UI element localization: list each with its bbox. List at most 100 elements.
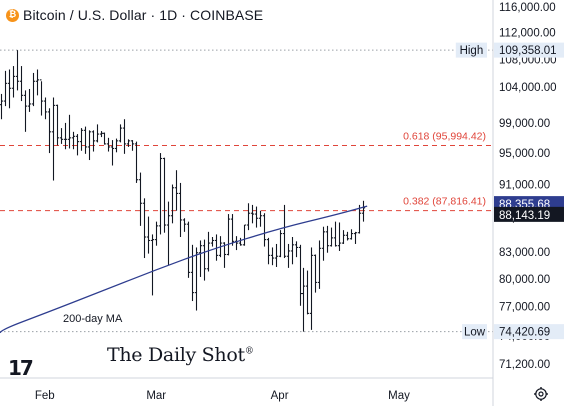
x-tick-label: May (388, 390, 410, 402)
ohlc-bar (333, 221, 338, 247)
ohlc-bar (59, 128, 64, 144)
ohlc-bar (55, 104, 60, 146)
ohlc-bar (270, 247, 275, 266)
ohlc-bar (27, 88, 32, 112)
y-tick-label: 91,000.00 (499, 180, 550, 192)
registered-mark: ® (244, 346, 254, 357)
ma-label: 200-day MA (63, 313, 123, 325)
ohlc-bar (31, 72, 36, 107)
reference-lines (0, 49, 493, 333)
ohlc-bar (87, 130, 92, 161)
ohlc-bar (254, 206, 259, 228)
ohlc-bar (305, 270, 310, 315)
ohlc-bar (317, 240, 322, 289)
y-tick-label: 108,000.00 (499, 54, 557, 66)
y-tick-label: 95,000.00 (499, 148, 550, 160)
y-tick-label: 99,000.00 (499, 118, 550, 130)
tradingview-logo-icon[interactable]: 17 (8, 356, 34, 380)
ohlc-bar (162, 157, 167, 233)
time-axis[interactable]: Feb Mar Apr May (35, 390, 410, 402)
ohlc-bar (282, 204, 287, 259)
daily-shot-watermark: The Daily Shot® (107, 344, 254, 366)
ohlc-bar (134, 141, 139, 183)
ohlc-bar (178, 182, 183, 238)
ohlc-bar (3, 70, 8, 107)
ohlc-bar (361, 200, 366, 222)
gear-icon[interactable] (533, 386, 549, 402)
fib-label: 0.618 (95,994.42) (403, 130, 486, 142)
y-tick-label: 71,200.00 (499, 359, 550, 371)
range-label-bg (462, 324, 487, 340)
range-value: 109,358.01 (499, 45, 557, 57)
ohlc-bar (146, 216, 151, 254)
ohlc-bar (294, 241, 299, 258)
ma-line (0, 205, 368, 334)
ohlc-bar (102, 132, 107, 145)
ohlc-bar (7, 69, 12, 109)
ohlc-bar (39, 79, 44, 116)
ohlc-bar (210, 237, 215, 247)
ohlc-bar (329, 227, 334, 247)
ohlc-bar (19, 66, 24, 102)
range-value-bg (494, 324, 564, 340)
ohlc-bar (67, 114, 72, 149)
chart-title: Bitcoin / U.S. Dollar · 1D · COINBASE (23, 7, 264, 23)
ohlc-bar (357, 204, 362, 234)
bitcoin-icon: ₿ (6, 8, 19, 22)
ohlc-bars (0, 50, 366, 332)
ohlc-bar (95, 124, 100, 143)
ohlc-bar (321, 226, 326, 261)
ohlc-bar (166, 201, 171, 266)
range-value-bg (494, 42, 564, 58)
ohlc-bar (110, 140, 115, 166)
ohlc-bar (234, 236, 239, 251)
price-tags: High 109,358.01 Low 74,420.69 0.618 (95,994.… (403, 42, 564, 340)
ohlc-bar (23, 90, 28, 132)
ohlc-bar (313, 254, 318, 293)
ohlc-bar (206, 231, 211, 272)
chart-header: ₿ Bitcoin / U.S. Dollar · 1D · COINBASE (6, 5, 263, 25)
range-label: Low (464, 327, 486, 339)
y-tick-label: 77,000.00 (499, 302, 550, 314)
ohlc-bar (353, 231, 358, 244)
range-label-bg (455, 42, 487, 58)
ohlc-bar (262, 213, 267, 247)
ohlc-bar (325, 225, 330, 253)
ohlc-bar (230, 214, 235, 246)
ohlc-bar (154, 221, 159, 246)
y-tick-label: 83,000.00 (499, 247, 550, 259)
ohlc-bar (286, 243, 291, 268)
ohlc-bar (345, 231, 350, 241)
last-price-bg (494, 206, 564, 222)
range-label: High (460, 45, 484, 57)
ohlc-bar (190, 244, 195, 302)
ohlc-bar (341, 230, 346, 244)
ohlc-bar (309, 247, 314, 330)
ohlc-bar (349, 229, 354, 240)
ohlc-bar (278, 230, 283, 258)
ohlc-bar (250, 204, 255, 224)
ohlc-bar (43, 97, 48, 120)
ohlc-bar (71, 131, 76, 150)
ohlc-bar (91, 130, 96, 152)
ohlc-bar (301, 267, 306, 332)
ohlc-bar (337, 222, 342, 251)
ohlc-bar (170, 184, 175, 224)
ohlc-bar (106, 137, 111, 152)
range-value: 74,420.69 (499, 327, 550, 339)
ohlc-bar (298, 244, 303, 306)
ohlc-bar (63, 122, 68, 150)
ohlc-bar (186, 221, 191, 278)
ohlc-bar (126, 139, 131, 147)
y-tick-label: 116,000.00 (499, 2, 556, 14)
ohlc-bar (150, 234, 155, 296)
ohlc-bar (0, 93, 4, 120)
ohlc-bar (222, 242, 227, 268)
ohlc-bar (158, 153, 163, 235)
ohlc-bar (182, 218, 187, 232)
ohlc-bar (246, 203, 251, 231)
ohlc-bar (99, 131, 104, 138)
ohlc-bar (11, 66, 16, 98)
x-tick-label: Feb (35, 390, 55, 402)
